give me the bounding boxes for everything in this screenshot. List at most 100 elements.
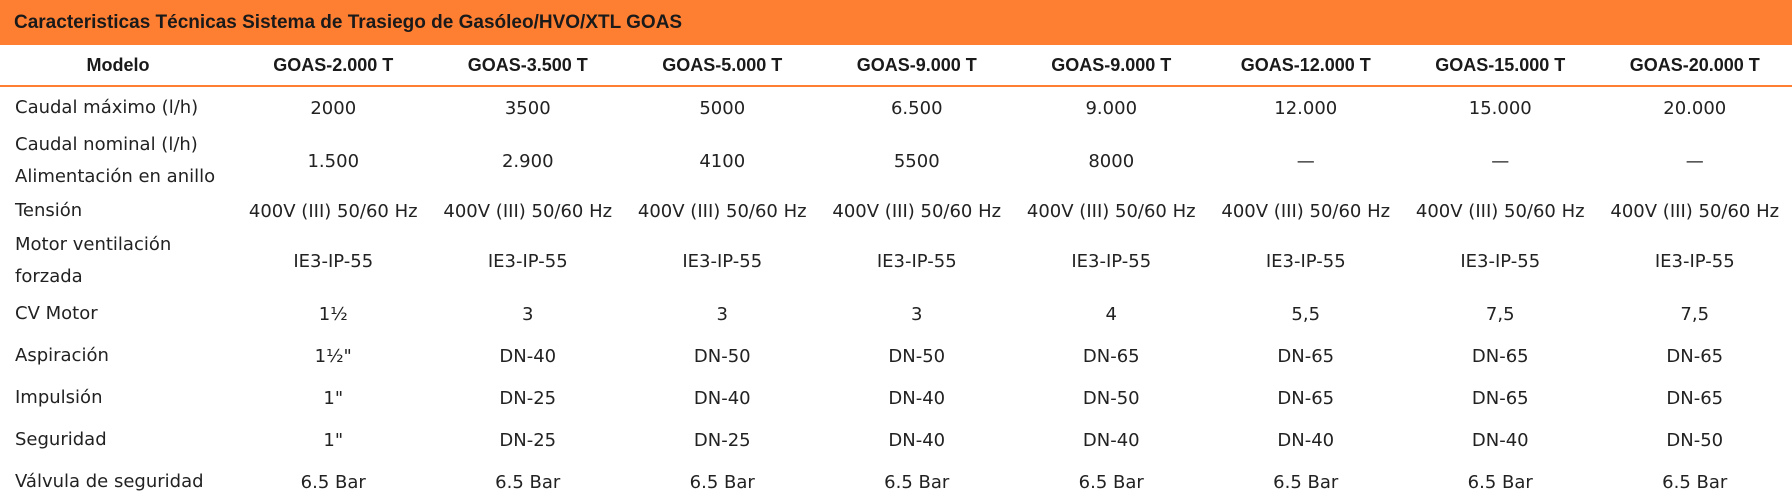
table-cell: 1.500: [236, 129, 431, 193]
table-cell: DN-65: [1209, 335, 1404, 377]
model-header: GOAS-3.500 T: [431, 45, 626, 86]
table-cell: 400V (III) 50/60 Hz: [236, 193, 431, 229]
table-row: Aspiración 1½" DN-40 DN-50 DN-50 DN-65 D…: [0, 335, 1792, 377]
table-cell: DN-65: [1598, 377, 1792, 419]
row-label: Aspiración: [0, 335, 236, 377]
table-cell: DN-65: [1209, 377, 1404, 419]
table-row: Válvula de seguridad 6.5 Bar 6.5 Bar 6.5…: [0, 461, 1792, 503]
table-row: CV Motor 1½ 3 3 3 4 5,5 7,5 7,5: [0, 293, 1792, 335]
table-cell: DN-25: [431, 419, 626, 461]
table-cell: 4: [1014, 293, 1209, 335]
table-cell: DN-50: [820, 335, 1015, 377]
table-cell: 12.000: [1209, 86, 1404, 129]
specifications-table: Modelo GOAS-2.000 T GOAS-3.500 T GOAS-5.…: [0, 45, 1792, 503]
table-cell: 1": [236, 419, 431, 461]
header-row: Modelo GOAS-2.000 T GOAS-3.500 T GOAS-5.…: [0, 45, 1792, 86]
table-cell: DN-25: [431, 377, 626, 419]
table-cell: 6.5 Bar: [236, 461, 431, 503]
table-cell: 5,5: [1209, 293, 1404, 335]
table-cell: 6.5 Bar: [625, 461, 820, 503]
table-row: Tensión 400V (III) 50/60 Hz 400V (III) 5…: [0, 193, 1792, 229]
table-cell: —: [1403, 129, 1598, 193]
table-cell: DN-25: [625, 419, 820, 461]
table-cell: 3500: [431, 86, 626, 129]
table-cell: 15.000: [1403, 86, 1598, 129]
model-header: GOAS-5.000 T: [625, 45, 820, 86]
table-cell: IE3-IP-55: [1403, 229, 1598, 293]
table-cell: 6.5 Bar: [1403, 461, 1598, 503]
table-cell: 1½: [236, 293, 431, 335]
row-label: Caudal máximo (l/h): [0, 86, 236, 129]
table-cell: 400V (III) 50/60 Hz: [820, 193, 1015, 229]
table-cell: DN-50: [1598, 419, 1792, 461]
row-label: Caudal nominal (l/h) Alimentación en ani…: [0, 129, 236, 193]
table-cell: DN-40: [820, 377, 1015, 419]
table-cell: 400V (III) 50/60 Hz: [1014, 193, 1209, 229]
table-cell: IE3-IP-55: [820, 229, 1015, 293]
table-cell: 1": [236, 377, 431, 419]
table-cell: IE3-IP-55: [236, 229, 431, 293]
table-cell: 20.000: [1598, 86, 1792, 129]
table-cell: DN-40: [1014, 419, 1209, 461]
table-cell: DN-40: [820, 419, 1015, 461]
table-cell: 6.500: [820, 86, 1015, 129]
table-cell: 400V (III) 50/60 Hz: [1209, 193, 1404, 229]
table-cell: 1½": [236, 335, 431, 377]
table-cell: 7,5: [1598, 293, 1792, 335]
table-cell: 400V (III) 50/60 Hz: [431, 193, 626, 229]
table-cell: 8000: [1014, 129, 1209, 193]
table-cell: DN-40: [1209, 419, 1404, 461]
table-cell: DN-65: [1403, 377, 1598, 419]
table-cell: DN-50: [625, 335, 820, 377]
table-cell: 3: [820, 293, 1015, 335]
header-label: Modelo: [0, 45, 236, 86]
model-header: GOAS-15.000 T: [1403, 45, 1598, 86]
row-label: CV Motor: [0, 293, 236, 335]
table-row: Caudal máximo (l/h) 2000 3500 5000 6.500…: [0, 86, 1792, 129]
row-label: Tensión: [0, 193, 236, 229]
table-title: Caracteristicas Técnicas Sistema de Tras…: [14, 12, 682, 34]
table-cell: IE3-IP-55: [1209, 229, 1404, 293]
table-cell: 9.000: [1014, 86, 1209, 129]
table-cell: DN-40: [1403, 419, 1598, 461]
table-cell: 3: [431, 293, 626, 335]
table-cell: 6.5 Bar: [1598, 461, 1792, 503]
table-cell: IE3-IP-55: [625, 229, 820, 293]
table-cell: 4100: [625, 129, 820, 193]
table-cell: 6.5 Bar: [431, 461, 626, 503]
table-row: Impulsión 1" DN-25 DN-40 DN-40 DN-50 DN-…: [0, 377, 1792, 419]
table-cell: 2.900: [431, 129, 626, 193]
row-label: Válvula de seguridad: [0, 461, 236, 503]
model-header: GOAS-12.000 T: [1209, 45, 1404, 86]
table-cell: —: [1598, 129, 1792, 193]
table-row: Seguridad 1" DN-25 DN-25 DN-40 DN-40 DN-…: [0, 419, 1792, 461]
table-cell: 400V (III) 50/60 Hz: [1598, 193, 1792, 229]
table-cell: IE3-IP-55: [1014, 229, 1209, 293]
table-cell: DN-50: [1014, 377, 1209, 419]
model-header: GOAS-9.000 T: [820, 45, 1015, 86]
table-row: Caudal nominal (l/h) Alimentación en ani…: [0, 129, 1792, 193]
table-row: Motor ventilación forzada IE3-IP-55 IE3-…: [0, 229, 1792, 293]
table-cell: 400V (III) 50/60 Hz: [1403, 193, 1598, 229]
model-header: GOAS-2.000 T: [236, 45, 431, 86]
table-cell: 3: [625, 293, 820, 335]
row-label: Seguridad: [0, 419, 236, 461]
table-cell: —: [1209, 129, 1404, 193]
table-cell: 6.5 Bar: [820, 461, 1015, 503]
table-cell: 6.5 Bar: [1014, 461, 1209, 503]
table-cell: DN-65: [1403, 335, 1598, 377]
table-cell: 6.5 Bar: [1209, 461, 1404, 503]
model-header: GOAS-9.000 T: [1014, 45, 1209, 86]
table-cell: 400V (III) 50/60 Hz: [625, 193, 820, 229]
table-cell: 5000: [625, 86, 820, 129]
table-cell: DN-40: [431, 335, 626, 377]
table-cell: 7,5: [1403, 293, 1598, 335]
table-cell: 2000: [236, 86, 431, 129]
table-cell: IE3-IP-55: [1598, 229, 1792, 293]
table-cell: 5500: [820, 129, 1015, 193]
row-label: Impulsión: [0, 377, 236, 419]
row-label: Motor ventilación forzada: [0, 229, 236, 293]
table-cell: IE3-IP-55: [431, 229, 626, 293]
model-header: GOAS-20.000 T: [1598, 45, 1792, 86]
table-cell: DN-40: [625, 377, 820, 419]
